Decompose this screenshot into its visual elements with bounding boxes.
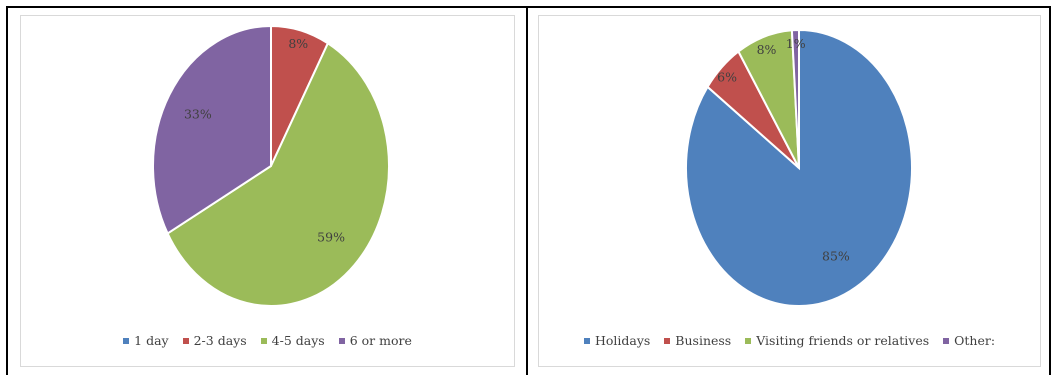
legend-label: Visiting friends or relatives (756, 333, 930, 348)
legend-item: Other: (943, 333, 995, 348)
pie-chart-purpose-svg: 85% 6% 8% 1% (685, 28, 913, 307)
legend-label: 1 day (134, 333, 169, 348)
pie-chart-duration-svg: 0%8%59%33% (152, 24, 390, 307)
data-label: 59% (317, 229, 345, 244)
legend-item: 4-5 days (260, 333, 325, 348)
legend-label: Holidays (594, 333, 651, 348)
legend-label: 2-3 days (193, 333, 247, 348)
panel-divider (526, 6, 528, 375)
pie-chart-purpose: 85% 6% 8% 1% Holidays Business Visiting frien… (538, 15, 1041, 367)
legend-label: 6 or more (349, 333, 412, 348)
legend-purpose: Holidays Business Visiting friends or rela… (539, 333, 1040, 348)
data-label: 85% (822, 249, 850, 264)
legend-item: Visiting friends or relatives (745, 333, 929, 348)
pie-slice-6-or-more (152, 24, 272, 235)
data-label: 1% (786, 36, 806, 51)
legend-swatch (260, 337, 267, 344)
legend-label: Other: (954, 333, 996, 348)
legend-item: 6 or more (338, 333, 412, 348)
pie-slice-4-5-days (166, 41, 390, 307)
legend-swatch (943, 337, 950, 344)
legend-swatch (664, 337, 671, 344)
outer-frame (6, 6, 1051, 375)
legend-item: 1 day (123, 333, 169, 348)
data-label: 8% (757, 42, 777, 57)
legend-swatch (745, 337, 752, 344)
data-label: 33% (184, 107, 212, 122)
legend-swatch (182, 337, 189, 344)
legend-swatch (583, 337, 590, 344)
legend-swatch (123, 337, 130, 344)
legend-item: Holidays (583, 333, 651, 348)
pie-slice-other (790, 28, 800, 169)
legend-duration: 1 day 2-3 days 4-5 days 6 or more (21, 333, 514, 348)
legend-label: Business (675, 333, 732, 348)
data-label: 6% (717, 69, 737, 84)
legend-item: Business (664, 333, 731, 348)
legend-label: 4-5 days (271, 333, 325, 348)
legend-item: 2-3 days (182, 333, 247, 348)
legend-swatch (338, 337, 345, 344)
data-label: 8% (288, 36, 308, 51)
